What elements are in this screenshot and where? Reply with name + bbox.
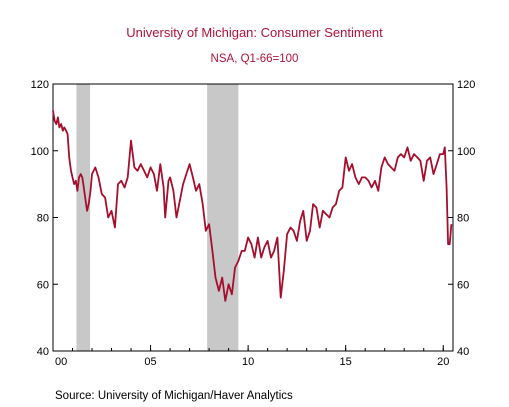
y-tick-left-80: 80: [37, 213, 58, 225]
y-tick-label-right: 100: [457, 146, 475, 158]
series-line-consumer-sentiment: [52, 110, 453, 302]
y-tick-left-100: 100: [31, 146, 58, 158]
y-tick-left-60: 60: [37, 279, 58, 291]
x-tick-20: 20: [437, 345, 449, 368]
y-tick-left-40: 40: [37, 346, 58, 358]
y-tick-right-100: 100: [448, 146, 475, 158]
x-tick-10: 10: [242, 345, 254, 368]
y-axis-left: 40 60 80 100 120: [31, 79, 58, 358]
y-tick-label-left: 40: [37, 346, 49, 358]
x-tick-05: 05: [144, 345, 157, 368]
x-tick-15: 15: [340, 345, 352, 368]
x-tick-label: 20: [437, 356, 449, 368]
y-tick-label-left: 120: [31, 79, 49, 91]
source-note: Source: University of Michigan/Haver Ana…: [55, 390, 293, 402]
y-axis-right: 40 60 80 100 120: [448, 79, 475, 358]
y-tick-label-left: 60: [37, 279, 49, 291]
chart-title: University of Michigan: Consumer Sentime…: [126, 25, 383, 40]
x-tick-label: 15: [340, 356, 352, 368]
y-tick-label-left: 100: [31, 146, 49, 158]
y-tick-label-right: 60: [457, 279, 469, 291]
recession-bands: [76, 84, 239, 351]
chart-subtitle: NSA, Q1-66=100: [210, 53, 299, 65]
recession-band-1: [76, 84, 91, 351]
y-tick-label-right: 40: [457, 346, 469, 358]
x-axis: 00 05 10 15 20: [52, 345, 449, 368]
y-tick-label-right: 80: [457, 213, 469, 225]
x-tick-label: 05: [144, 356, 156, 368]
y-tick-label-right: 120: [457, 79, 475, 91]
y-tick-right-80: 80: [448, 213, 469, 225]
y-tick-right-40: 40: [448, 346, 469, 358]
x-tick-label: 00: [55, 356, 67, 368]
x-tick-label: 10: [242, 356, 254, 368]
x-tick-00: 00: [52, 345, 67, 368]
y-tick-label-left: 80: [37, 213, 49, 225]
y-tick-right-120: 120: [448, 79, 475, 91]
recession-band-2: [207, 84, 239, 351]
y-tick-right-60: 60: [448, 279, 469, 291]
y-tick-left-120: 120: [31, 79, 58, 91]
